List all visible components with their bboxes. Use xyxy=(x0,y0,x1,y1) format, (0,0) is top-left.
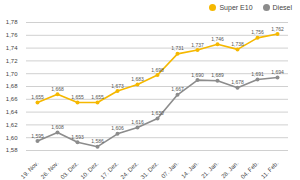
svg-text:1,737: 1,737 xyxy=(191,42,204,48)
svg-text:1,595: 1,595 xyxy=(31,133,44,139)
svg-text:1,655: 1,655 xyxy=(71,94,84,100)
svg-text:1,683: 1,683 xyxy=(131,76,144,82)
svg-text:1,691: 1,691 xyxy=(251,71,264,77)
svg-text:1,689: 1,689 xyxy=(211,72,224,78)
svg-text:1,746: 1,746 xyxy=(211,36,224,42)
svg-text:1,586: 1,586 xyxy=(91,138,104,144)
svg-text:19. Nov.: 19. Nov. xyxy=(20,160,40,180)
svg-text:17. Dez.: 17. Dez. xyxy=(100,160,120,180)
svg-text:1,593: 1,593 xyxy=(71,134,84,140)
html-text:Diesel: Diesel xyxy=(272,3,292,11)
svg-text:1,655: 1,655 xyxy=(31,94,44,100)
svg-text:1,655: 1,655 xyxy=(91,94,104,100)
svg-text:03. Dez.: 03. Dez. xyxy=(60,160,80,180)
svg-text:1,606: 1,606 xyxy=(111,125,124,131)
svg-text:1,58: 1,58 xyxy=(6,147,18,153)
svg-text:1,78: 1,78 xyxy=(6,19,18,25)
svg-text:1,66: 1,66 xyxy=(6,96,18,102)
svg-text:1,608: 1,608 xyxy=(51,124,64,130)
svg-text:24. Dez.: 24. Dez. xyxy=(120,160,140,180)
svg-text:26. Nov.: 26. Nov. xyxy=(40,160,60,180)
svg-text:1,667: 1,667 xyxy=(171,86,184,92)
svg-text:1,698: 1,698 xyxy=(151,67,164,73)
svg-text:1,756: 1,756 xyxy=(251,29,264,35)
svg-text:1,731: 1,731 xyxy=(171,45,184,51)
svg-text:21. Jan.: 21. Jan. xyxy=(200,160,220,180)
svg-text:31. Dez.: 31. Dez. xyxy=(140,160,160,180)
svg-text:1,762: 1,762 xyxy=(271,26,284,32)
svg-text:1,70: 1,70 xyxy=(6,71,18,77)
svg-text:14. Jan.: 14. Jan. xyxy=(180,160,200,180)
svg-text:11. Feb.: 11. Feb. xyxy=(260,160,280,180)
svg-text:1,673: 1,673 xyxy=(111,83,124,89)
svg-text:1,738: 1,738 xyxy=(231,41,244,47)
svg-text:1,62: 1,62 xyxy=(6,122,18,128)
svg-text:1,60: 1,60 xyxy=(6,135,18,141)
svg-text:1,616: 1,616 xyxy=(131,119,144,125)
svg-text:1,68: 1,68 xyxy=(6,83,18,89)
svg-text:1,76: 1,76 xyxy=(6,32,18,38)
svg-text:1,678: 1,678 xyxy=(231,79,244,85)
svg-text:28. Jan.: 28. Jan. xyxy=(220,160,240,180)
svg-text:04. Feb.: 04. Feb. xyxy=(240,160,260,180)
svg-text:1,64: 1,64 xyxy=(6,109,18,115)
svg-text:10. Dez.: 10. Dez. xyxy=(80,160,100,180)
svg-text:1,72: 1,72 xyxy=(6,58,18,64)
svg-text:1,74: 1,74 xyxy=(6,45,18,51)
html-text:Super E10: Super E10 xyxy=(219,3,253,11)
svg-text:1,694: 1,694 xyxy=(271,69,284,75)
svg-text:1,690: 1,690 xyxy=(191,72,204,78)
svg-text:1,668: 1,668 xyxy=(51,86,64,92)
svg-text:07. Jan.: 07. Jan. xyxy=(160,160,180,180)
svg-text:1,630: 1,630 xyxy=(151,110,164,116)
